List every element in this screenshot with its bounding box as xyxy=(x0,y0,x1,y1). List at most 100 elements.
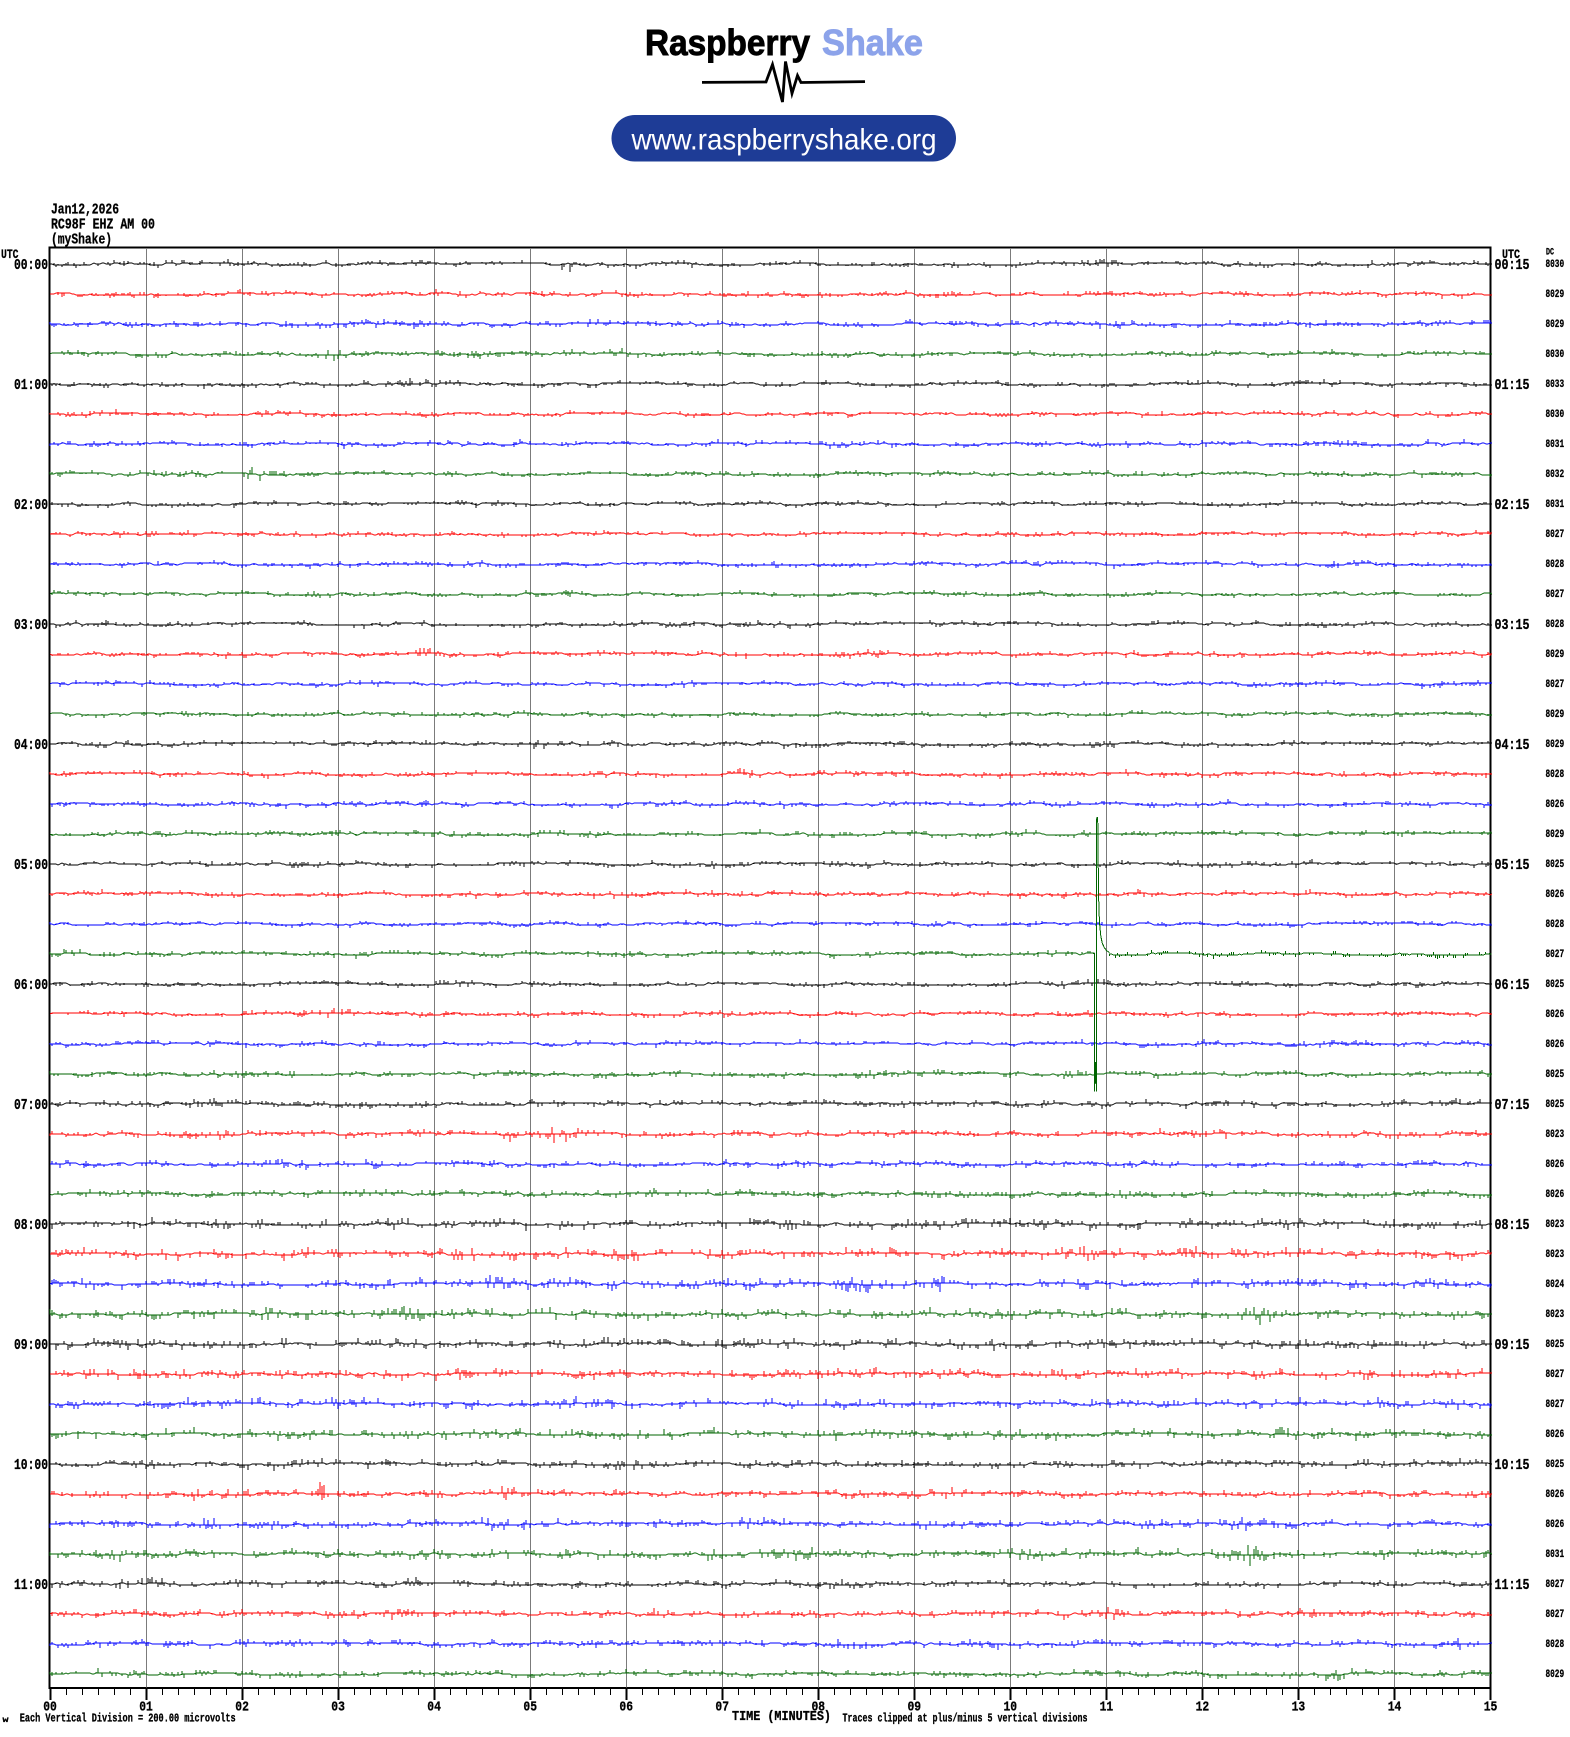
svg-text:01:00: 01:00 xyxy=(14,377,48,394)
svg-text:8026: 8026 xyxy=(1546,1009,1565,1021)
svg-text:8025: 8025 xyxy=(1546,1459,1565,1471)
svg-text:8028: 8028 xyxy=(1546,769,1565,781)
svg-text:8027: 8027 xyxy=(1546,679,1565,691)
svg-text:13: 13 xyxy=(1292,1700,1306,1716)
svg-text:11: 11 xyxy=(1100,1700,1114,1716)
svg-text:08:00: 08:00 xyxy=(14,1217,48,1234)
svg-text:8029: 8029 xyxy=(1546,739,1565,751)
svg-text:8027: 8027 xyxy=(1546,1609,1565,1621)
svg-text:8029: 8029 xyxy=(1546,1669,1565,1681)
svg-text:8023: 8023 xyxy=(1546,1129,1565,1141)
svg-text:8025: 8025 xyxy=(1546,1339,1565,1351)
svg-text:02:15: 02:15 xyxy=(1495,497,1530,514)
svg-text:TIME (MINUTES): TIME (MINUTES) xyxy=(732,1709,831,1725)
svg-text:01:15: 01:15 xyxy=(1495,377,1530,394)
svg-text:09:15: 09:15 xyxy=(1495,1337,1530,1354)
svg-text:02: 02 xyxy=(235,1700,249,1716)
svg-text:8027: 8027 xyxy=(1546,529,1565,541)
svg-text:8029: 8029 xyxy=(1546,319,1565,331)
svg-text:UTC: UTC xyxy=(1,247,19,262)
svg-text:10: 10 xyxy=(1004,1700,1018,1716)
svg-text:8029: 8029 xyxy=(1546,289,1565,301)
svg-text:8026: 8026 xyxy=(1546,1429,1565,1441)
svg-text:Each Vertical Division = 200.: Each Vertical Division = 200.00 microvol… xyxy=(20,1712,236,1726)
svg-text:8028: 8028 xyxy=(1546,1639,1565,1651)
svg-text:06:00: 06:00 xyxy=(14,977,48,994)
svg-text:8023: 8023 xyxy=(1546,1309,1565,1321)
svg-text:8031: 8031 xyxy=(1546,499,1565,511)
svg-text:15: 15 xyxy=(1484,1700,1498,1716)
svg-text:00:15: 00:15 xyxy=(1495,257,1530,274)
svg-text:08:15: 08:15 xyxy=(1495,1217,1530,1234)
svg-text:8027: 8027 xyxy=(1546,1579,1565,1591)
svg-text:05:00: 05:00 xyxy=(14,857,48,874)
svg-text:8023: 8023 xyxy=(1546,1219,1565,1231)
svg-text:(myShake): (myShake) xyxy=(51,232,112,249)
svg-text:06:15: 06:15 xyxy=(1495,977,1530,994)
svg-text:8027: 8027 xyxy=(1546,1399,1565,1411)
svg-text:8025: 8025 xyxy=(1546,1099,1565,1111)
svg-text:8030: 8030 xyxy=(1546,409,1565,421)
svg-text:UTC: UTC xyxy=(1502,247,1520,262)
svg-text:07: 07 xyxy=(715,1700,729,1716)
svg-text:10:15: 10:15 xyxy=(1495,1457,1530,1474)
svg-text:04:00: 04:00 xyxy=(14,737,48,754)
svg-text:01: 01 xyxy=(139,1700,153,1716)
svg-text:8028: 8028 xyxy=(1546,919,1565,931)
svg-text:Shake: Shake xyxy=(822,22,923,63)
svg-text:8031: 8031 xyxy=(1546,1549,1565,1561)
svg-text:07:00: 07:00 xyxy=(14,1097,48,1114)
svg-text:8029: 8029 xyxy=(1546,709,1565,721)
svg-text:8027: 8027 xyxy=(1546,589,1565,601)
svg-text:8026: 8026 xyxy=(1546,1039,1565,1051)
svg-text:12: 12 xyxy=(1196,1700,1210,1716)
svg-text:8023: 8023 xyxy=(1546,1249,1565,1261)
svg-text:10:00: 10:00 xyxy=(14,1457,48,1474)
svg-text:8032: 8032 xyxy=(1546,469,1565,481)
svg-text:8026: 8026 xyxy=(1546,799,1565,811)
svg-text:8030: 8030 xyxy=(1546,349,1565,361)
svg-text:8033: 8033 xyxy=(1546,379,1565,391)
svg-text:05:15: 05:15 xyxy=(1495,857,1530,874)
svg-text:Raspberry: Raspberry xyxy=(645,22,810,63)
svg-text:04:15: 04:15 xyxy=(1495,737,1530,754)
svg-text:11:15: 11:15 xyxy=(1495,1577,1530,1594)
svg-text:DC: DC xyxy=(1546,248,1554,259)
svg-text:8025: 8025 xyxy=(1546,979,1565,991)
svg-text:03: 03 xyxy=(331,1700,345,1716)
svg-text:07:15: 07:15 xyxy=(1495,1097,1530,1114)
svg-text:www.raspberryshake.org: www.raspberryshake.org xyxy=(631,124,937,157)
svg-text:8029: 8029 xyxy=(1546,649,1565,661)
svg-text:8025: 8025 xyxy=(1546,1069,1565,1081)
svg-text:03:00: 03:00 xyxy=(14,617,48,634)
svg-text:8028: 8028 xyxy=(1546,559,1565,571)
svg-text:03:15: 03:15 xyxy=(1495,617,1530,634)
svg-text:02:00: 02:00 xyxy=(14,497,48,514)
svg-text:8027: 8027 xyxy=(1546,1369,1565,1381)
svg-text:w: w xyxy=(3,1716,9,1725)
svg-text:8026: 8026 xyxy=(1546,1159,1565,1171)
svg-text:00: 00 xyxy=(43,1700,57,1716)
svg-text:14: 14 xyxy=(1388,1700,1402,1716)
svg-text:8029: 8029 xyxy=(1546,829,1565,841)
svg-text:RC98F EHZ AM 00: RC98F EHZ AM 00 xyxy=(51,217,155,234)
svg-text:Traces clipped at plus/minus 5: Traces clipped at plus/minus 5 vertical … xyxy=(843,1712,1088,1726)
svg-text:09:00: 09:00 xyxy=(14,1337,48,1354)
svg-text:8027: 8027 xyxy=(1546,949,1565,961)
svg-text:8030: 8030 xyxy=(1546,259,1565,271)
svg-text:Jan12,2026: Jan12,2026 xyxy=(51,202,119,219)
svg-text:8024: 8024 xyxy=(1546,1279,1565,1291)
svg-text:8025: 8025 xyxy=(1546,859,1565,871)
svg-text:08: 08 xyxy=(812,1700,826,1716)
svg-text:00:00: 00:00 xyxy=(14,257,48,274)
svg-text:8031: 8031 xyxy=(1546,439,1565,451)
svg-text:04: 04 xyxy=(427,1700,441,1716)
svg-text:05: 05 xyxy=(523,1700,537,1716)
svg-text:8026: 8026 xyxy=(1546,1489,1565,1501)
svg-text:8026: 8026 xyxy=(1546,1519,1565,1531)
svg-text:09: 09 xyxy=(908,1700,922,1716)
svg-text:11:00: 11:00 xyxy=(14,1577,48,1594)
svg-text:8026: 8026 xyxy=(1546,1189,1565,1201)
svg-text:06: 06 xyxy=(619,1700,633,1716)
svg-text:8028: 8028 xyxy=(1546,619,1565,631)
